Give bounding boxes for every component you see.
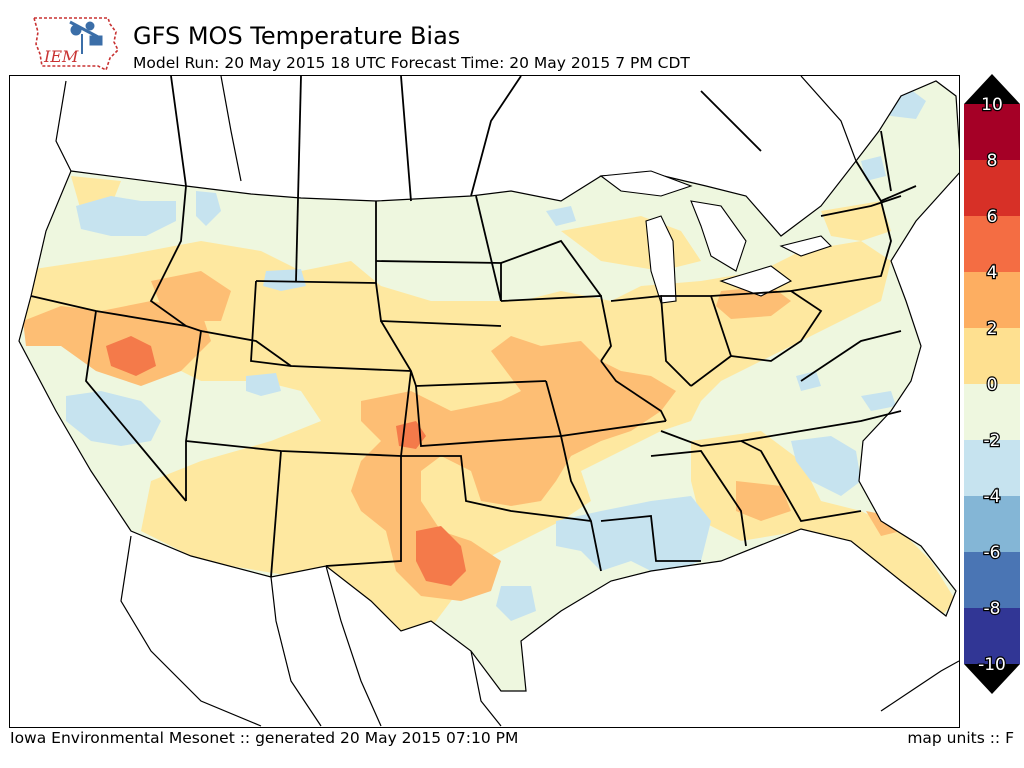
map-units-label: map units :: F (907, 729, 1014, 747)
chart-title: GFS MOS Temperature Bias (133, 22, 461, 50)
bias-map (10, 76, 959, 727)
logo-text: IEM (43, 47, 79, 66)
map-panel (9, 75, 960, 728)
canada-borders (220, 76, 857, 182)
iowa-outline-icon (32, 17, 119, 72)
cool-2-regions (66, 86, 926, 621)
colorbar-tick-label: 6 (987, 207, 998, 227)
colorbar-legend: 10 8 6 4 2 0 -2 -4 -6 -8 -10 (964, 74, 1020, 694)
colorbar-tick-label: 8 (987, 151, 998, 171)
great-lakes (599, 170, 833, 304)
colorbar-tick-label: -6 (984, 543, 1001, 563)
colorbar-swatch (964, 104, 1020, 160)
chart-subtitle: Model Run: 20 May 2015 18 UTC Forecast T… (133, 54, 690, 72)
colorbar-swatch (964, 552, 1020, 608)
state-borders (30, 76, 917, 578)
colorbar-swatch (964, 496, 1020, 552)
colorbar-tick-label: -10 (978, 655, 1006, 675)
colorbar-over-arrow (964, 74, 1020, 104)
colorbar-swatch (964, 328, 1020, 384)
colorbar-tick-label: -4 (984, 487, 1001, 507)
colorbar-under-arrow (964, 664, 1020, 694)
colorbar-tick-label: 2 (987, 319, 998, 339)
colorbar-tick-label: -2 (984, 431, 1001, 451)
colorbar-tick-label: 10 (981, 95, 1003, 115)
footer-credit: Iowa Environmental Mesonet :: generated … (10, 729, 519, 747)
weather-station-icon (69, 20, 103, 54)
colorbar-swatch (964, 272, 1020, 328)
colorbar-swatch (964, 160, 1020, 216)
colorbar-swatch (964, 440, 1020, 496)
colorbar-tick-label: 4 (987, 263, 998, 283)
colorbar-swatch (964, 216, 1020, 272)
colorbar-swatches (964, 74, 1020, 694)
colorbar-swatch (964, 384, 1020, 440)
colorbar-tick-label: -8 (984, 599, 1001, 619)
colorbar-swatch (964, 608, 1020, 664)
colorbar-tick-label: 0 (987, 375, 998, 395)
warm-6-regions (106, 336, 466, 586)
iem-logo: IEM (32, 17, 119, 72)
colorbar-labels: 10 8 6 4 2 0 -2 -4 -6 -8 -10 (977, 94, 1007, 676)
